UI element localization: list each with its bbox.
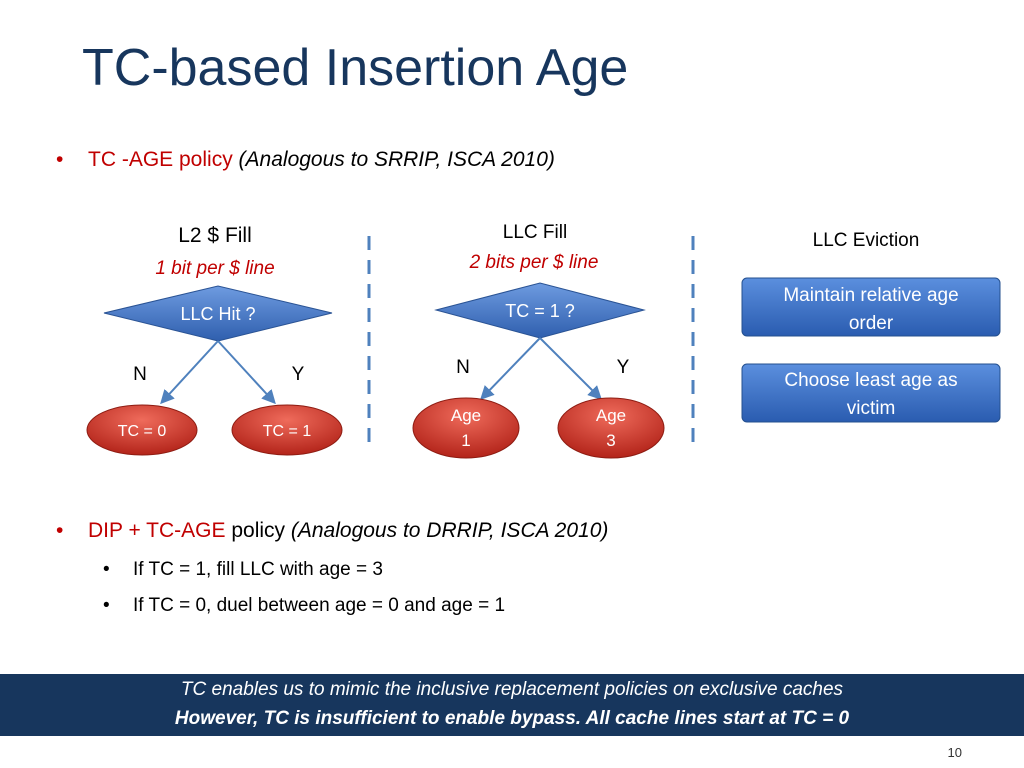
l2-no-arrow xyxy=(160,340,219,405)
llc-yes-outcome-ellipse xyxy=(557,397,665,459)
sub-bullet-dot-icon: • xyxy=(103,559,110,580)
eviction-box1-line1: Maintain relative age xyxy=(783,285,958,306)
l2-yes-outcome-ellipse xyxy=(231,404,343,456)
l2-yes-label: Y xyxy=(292,364,305,385)
sub-bullet-dot-icon: • xyxy=(103,595,110,616)
footer-line-2: However, TC is insufficient to enable by… xyxy=(174,708,850,729)
llc-no-outcome-line2: 1 xyxy=(461,431,470,450)
l2-fill-heading: L2 $ Fill xyxy=(178,224,252,247)
footer-line-1: TC enables us to mimic the inclusive rep… xyxy=(180,679,844,700)
llc-yes-outcome-line2: 3 xyxy=(606,431,615,450)
bullet-italic-text: (Analogous to SRRIP, ISCA 2010) xyxy=(238,148,555,171)
page-number: 10 xyxy=(947,745,962,760)
llc-yes-outcome-line1: Age xyxy=(596,406,626,425)
bullet-plain-text: policy xyxy=(225,519,291,542)
eviction-box-least-age xyxy=(741,363,1001,423)
llc-fill-subheading: 2 bits per $ line xyxy=(469,252,599,273)
eviction-box2-line2: victim xyxy=(847,398,896,419)
eviction-box2-line1: Choose least age as xyxy=(784,370,957,391)
l2-decision-label: LLC Hit ? xyxy=(180,304,255,324)
policy-diagram: L2 $ Fill 1 bit per $ line LLC Hit ? N Y… xyxy=(86,222,1001,459)
slide-title: TC-based Insertion Age xyxy=(82,39,629,97)
l2-yes-outcome-label: TC = 1 xyxy=(263,423,312,440)
llc-decision-diamond xyxy=(434,282,646,339)
llc-fill-heading: LLC Fill xyxy=(503,222,567,243)
sub-bullet-text: If TC = 1, fill LLC with age = 3 xyxy=(133,559,383,580)
llc-no-outcome-line1: Age xyxy=(451,406,481,425)
bullet-dip-tc-age-policy: • DIP + TC-AGE policy (Analogous to DRRI… xyxy=(56,519,609,543)
l2-no-label: N xyxy=(133,364,147,385)
bullet-dot-icon: • xyxy=(56,148,64,171)
llc-eviction-heading: LLC Eviction xyxy=(813,230,920,251)
bullet-red-text: DIP + TC-AGE xyxy=(88,519,226,542)
sub-bullet-tc-1: • If TC = 1, fill LLC with age = 3 xyxy=(103,559,383,581)
bullet-italic-text: (Analogous to DRRIP, ISCA 2010) xyxy=(290,519,609,542)
bullet-dot-icon: • xyxy=(56,519,64,542)
bullet-tc-age-policy: • TC -AGE policy (Analogous to SRRIP, IS… xyxy=(56,148,555,172)
sub-bullet-text: If TC = 0, duel between age = 0 and age … xyxy=(133,595,506,616)
l2-decision-diamond xyxy=(103,285,333,342)
llc-no-arrow xyxy=(480,337,541,401)
llc-decision-label: TC = 1 ? xyxy=(505,301,575,321)
bullet-red-text: TC -AGE policy xyxy=(88,148,233,171)
l2-no-outcome-label: TC = 0 xyxy=(118,423,167,440)
llc-no-label: N xyxy=(456,357,470,378)
footer-banner: TC enables us to mimic the inclusive rep… xyxy=(0,674,1024,736)
l2-fill-subheading: 1 bit per $ line xyxy=(155,258,274,279)
llc-no-outcome-ellipse xyxy=(412,397,520,459)
l2-no-outcome-ellipse xyxy=(86,404,198,456)
sub-bullet-tc-0: • If TC = 0, duel between age = 0 and ag… xyxy=(103,595,506,617)
llc-yes-label: Y xyxy=(617,357,630,378)
l2-yes-arrow xyxy=(217,340,276,405)
eviction-box1-line2: order xyxy=(849,313,894,334)
eviction-box-relative-age xyxy=(741,277,1001,337)
llc-yes-arrow xyxy=(539,337,602,400)
